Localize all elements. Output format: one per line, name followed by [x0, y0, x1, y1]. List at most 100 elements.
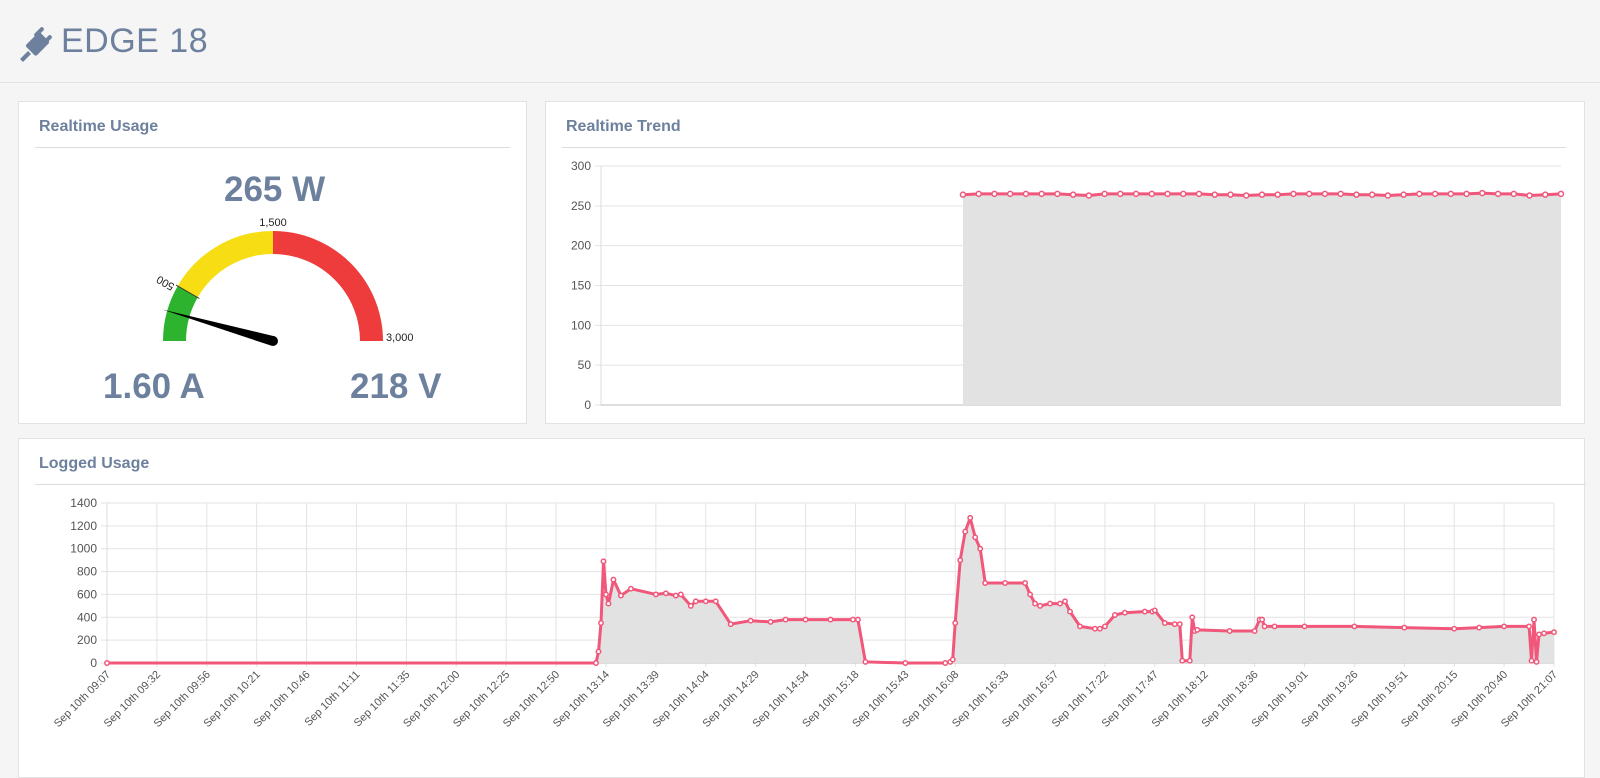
- trend-point: [1180, 190, 1187, 198]
- logged-point: [687, 602, 694, 609]
- trend-point: [1227, 191, 1234, 198]
- plug-icon: [20, 27, 52, 62]
- logged-point: [949, 656, 956, 663]
- logged-point: [1251, 628, 1258, 634]
- logged-point: [1476, 624, 1483, 631]
- logged-point: [902, 660, 909, 666]
- logged-point: [1121, 609, 1128, 616]
- trend-point: [1542, 191, 1549, 198]
- trend-point: [1305, 190, 1313, 198]
- logged-point: [1226, 628, 1233, 634]
- trend-point: [1400, 191, 1407, 198]
- logged-point: [802, 616, 809, 623]
- logged-ytick-label: 400: [77, 610, 97, 624]
- logged-point: [1259, 616, 1266, 623]
- trend-point: [1321, 190, 1329, 198]
- gauge-tick-label: 3,000: [386, 332, 414, 344]
- trend-ytick-label: 150: [571, 279, 591, 293]
- logged-point: [702, 598, 709, 605]
- trend-point: [1117, 190, 1124, 198]
- logged-point: [1531, 616, 1537, 623]
- trend-point: [1447, 190, 1455, 198]
- trend-point: [1368, 191, 1376, 198]
- logged-point: [862, 658, 869, 665]
- logged-point: [1067, 608, 1073, 615]
- trend-point: [975, 190, 982, 198]
- trend-point: [1494, 190, 1502, 198]
- logged-usage-title: Logged Usage: [39, 455, 150, 472]
- logged-point: [1101, 623, 1108, 630]
- logged-ytick-label: 200: [77, 633, 97, 647]
- gauge-tick-mark: [175, 284, 200, 299]
- trend-ytick-label: 100: [571, 318, 591, 332]
- logged-point: [1096, 625, 1103, 632]
- logged-point: [1161, 620, 1168, 626]
- logged-point: [595, 648, 602, 655]
- trend-area: [962, 193, 1561, 405]
- trend-point: [1054, 190, 1061, 198]
- trend-point: [1132, 190, 1140, 198]
- logged-point: [1526, 623, 1533, 630]
- logged-point: [1551, 629, 1557, 636]
- trend-point: [1195, 190, 1203, 198]
- trend-point: [1164, 190, 1171, 198]
- logged-point: [827, 616, 834, 623]
- trend-point: [959, 191, 967, 198]
- logged-point: [1022, 580, 1029, 586]
- divider: [35, 147, 510, 148]
- realtime-usage-title: Realtime Usage: [39, 118, 159, 135]
- logged-point: [854, 616, 861, 623]
- logged-point: [1141, 608, 1148, 615]
- logged-area: [107, 517, 1554, 663]
- logged-point: [1077, 623, 1083, 630]
- logged-point: [727, 621, 734, 628]
- gauge-needle-hub: [268, 336, 278, 346]
- logged-point: [104, 660, 110, 666]
- logged-point: [593, 660, 599, 666]
- logged-usage-panel: Logged Usage 0 200 400 600 800 1000 1200 1400 Se…: [18, 438, 1586, 778]
- trend-point: [1353, 191, 1360, 198]
- logged-point: [1189, 614, 1196, 621]
- logged-point: [672, 592, 679, 599]
- logged-point: [1057, 600, 1063, 607]
- gauge-band-2: [272, 231, 383, 342]
- gauge-tick-label: 500: [155, 273, 177, 293]
- logged-ytick-label: 1400: [70, 496, 97, 510]
- logged-point: [1027, 591, 1034, 598]
- realtime-usage-panel: Realtime Usage 265 W 500 1,500 3,000 1.60 …: [18, 101, 527, 424]
- logged-point: [982, 580, 989, 586]
- logged-point: [662, 590, 669, 597]
- logged-point: [977, 545, 984, 552]
- logged-point: [610, 576, 617, 583]
- trend-point: [1242, 192, 1250, 199]
- logged-point: [1301, 623, 1308, 630]
- logged-point: [603, 591, 609, 598]
- logged-point: [1151, 607, 1158, 614]
- logged-point: [1533, 658, 1540, 665]
- logged-point: [1528, 657, 1535, 664]
- page-header: EDGE 18: [0, 0, 1600, 83]
- trend-point: [1085, 192, 1093, 199]
- logged-point: [1271, 623, 1278, 630]
- gauge-band-1: [177, 231, 274, 298]
- logged-point: [1176, 621, 1183, 628]
- divider: [35, 484, 1586, 485]
- logged-point: [850, 616, 856, 623]
- logged-point: [677, 591, 684, 598]
- logged-point: [652, 591, 659, 598]
- realtime-trend-chart: 0 50 100 150 200 250 300: [571, 159, 1565, 412]
- logged-point: [1032, 600, 1039, 607]
- trend-point: [1101, 190, 1108, 198]
- logged-point: [617, 592, 624, 599]
- logged-point: [782, 616, 789, 623]
- trend-point: [1274, 191, 1281, 198]
- trend-point: [1526, 192, 1533, 199]
- trend-point: [1006, 190, 1014, 198]
- logged-point: [962, 528, 969, 535]
- gauge-tick-label: 1,500: [259, 217, 287, 229]
- trend-point: [1290, 190, 1297, 198]
- trend-ytick-label: 300: [571, 159, 591, 173]
- logged-point: [942, 660, 949, 666]
- logged-point: [957, 557, 964, 564]
